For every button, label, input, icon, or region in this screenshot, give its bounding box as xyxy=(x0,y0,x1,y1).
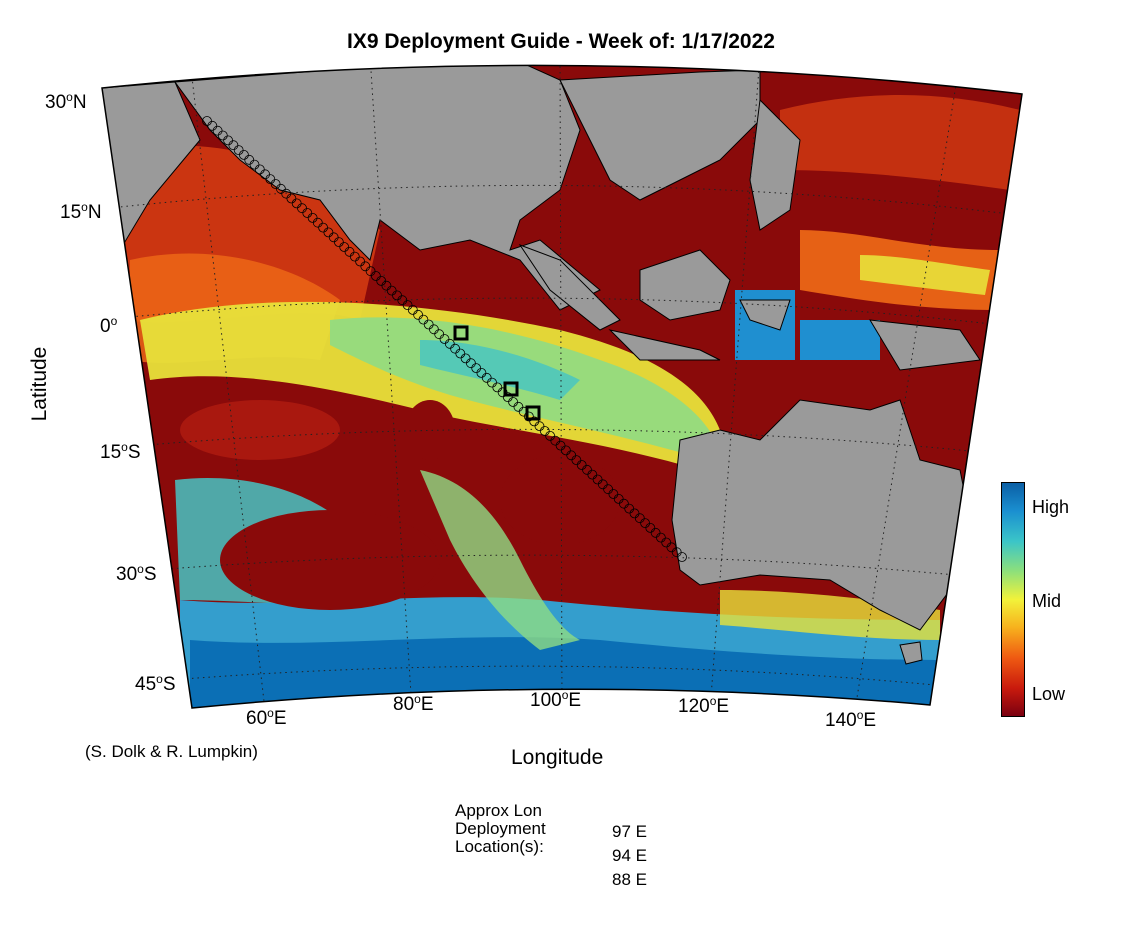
track-point xyxy=(286,193,297,204)
track-point xyxy=(360,261,371,272)
track-point xyxy=(323,227,334,238)
track-point xyxy=(677,552,687,562)
colorbar-low-label: Low xyxy=(1032,684,1066,704)
track-point xyxy=(349,251,360,262)
lon-label: 60oE xyxy=(246,706,287,729)
deployment-value: 94 E xyxy=(612,846,647,865)
track-point xyxy=(333,237,344,248)
track-point xyxy=(228,140,239,151)
track-point xyxy=(275,183,286,194)
track-point xyxy=(645,523,656,533)
track-point xyxy=(476,367,487,378)
track-point xyxy=(455,348,466,359)
lat-label: 0o xyxy=(100,314,118,337)
x-axis-label: Longitude xyxy=(511,746,604,769)
lat-label: 15oS xyxy=(100,440,141,463)
track-point xyxy=(539,426,550,436)
lon-label: 140oE xyxy=(825,708,877,731)
colorbar-mid-label: Mid xyxy=(1032,591,1062,611)
lat-label: 45oS xyxy=(135,672,176,695)
track-point xyxy=(381,280,392,291)
track-point xyxy=(571,455,582,466)
track-point xyxy=(217,130,228,141)
track-point xyxy=(656,532,666,543)
track-point xyxy=(619,498,629,509)
lon-label: 100oE xyxy=(530,688,582,711)
track-point xyxy=(370,271,381,281)
track-point xyxy=(428,324,439,335)
deployment-marker xyxy=(453,325,469,341)
track-point xyxy=(397,295,408,306)
deployment-value: 97 E xyxy=(612,822,647,841)
track-point xyxy=(207,120,218,131)
lat-label: 30oN xyxy=(45,90,87,113)
track-point xyxy=(465,358,476,369)
colorbar xyxy=(1001,482,1025,717)
track-point xyxy=(492,382,503,393)
track-point xyxy=(444,338,455,349)
track-point xyxy=(524,411,534,422)
track-point xyxy=(587,469,598,480)
deployment-heading-line: Deployment xyxy=(455,819,546,838)
track-point xyxy=(265,174,276,185)
track-point xyxy=(597,479,608,490)
lat-label: 15oN xyxy=(60,200,102,223)
deployment-heading-line: Location(s): xyxy=(455,837,544,856)
track-point xyxy=(608,489,619,499)
track-point xyxy=(254,164,265,175)
map-field xyxy=(102,65,1022,709)
map-frame xyxy=(101,64,1023,709)
track-point xyxy=(550,435,561,446)
colorbar-high-label: High xyxy=(1032,497,1070,517)
deployment-heading-line: Approx Lon xyxy=(455,801,542,820)
lon-label: 80oE xyxy=(393,692,434,715)
track-point xyxy=(561,445,571,456)
track-point xyxy=(666,542,677,553)
deployment-marker xyxy=(503,381,519,397)
track-point xyxy=(312,217,323,228)
deployment-heading: Approx Lon Deployment Location(s): xyxy=(455,802,546,856)
track-point xyxy=(302,208,313,218)
credit-text: (S. Dolk & R. Lumpkin) xyxy=(85,742,258,761)
deployment-marker xyxy=(525,405,541,421)
track-point xyxy=(634,513,645,524)
track-point xyxy=(513,401,524,412)
deployment-value: 88 E xyxy=(612,870,647,889)
ship-track xyxy=(202,116,687,562)
lat-label: 30oS xyxy=(116,562,157,585)
track-point xyxy=(238,149,249,160)
graticule xyxy=(109,65,1011,709)
y-axis-label: Latitude xyxy=(28,346,51,422)
lon-label: 120oE xyxy=(678,694,730,717)
deployment-markers xyxy=(453,325,541,421)
track-point xyxy=(407,304,418,315)
map-title: IX9 Deployment Guide - Week of: 1/17/202… xyxy=(347,30,775,53)
track-point xyxy=(418,314,429,325)
track-point xyxy=(502,392,513,403)
